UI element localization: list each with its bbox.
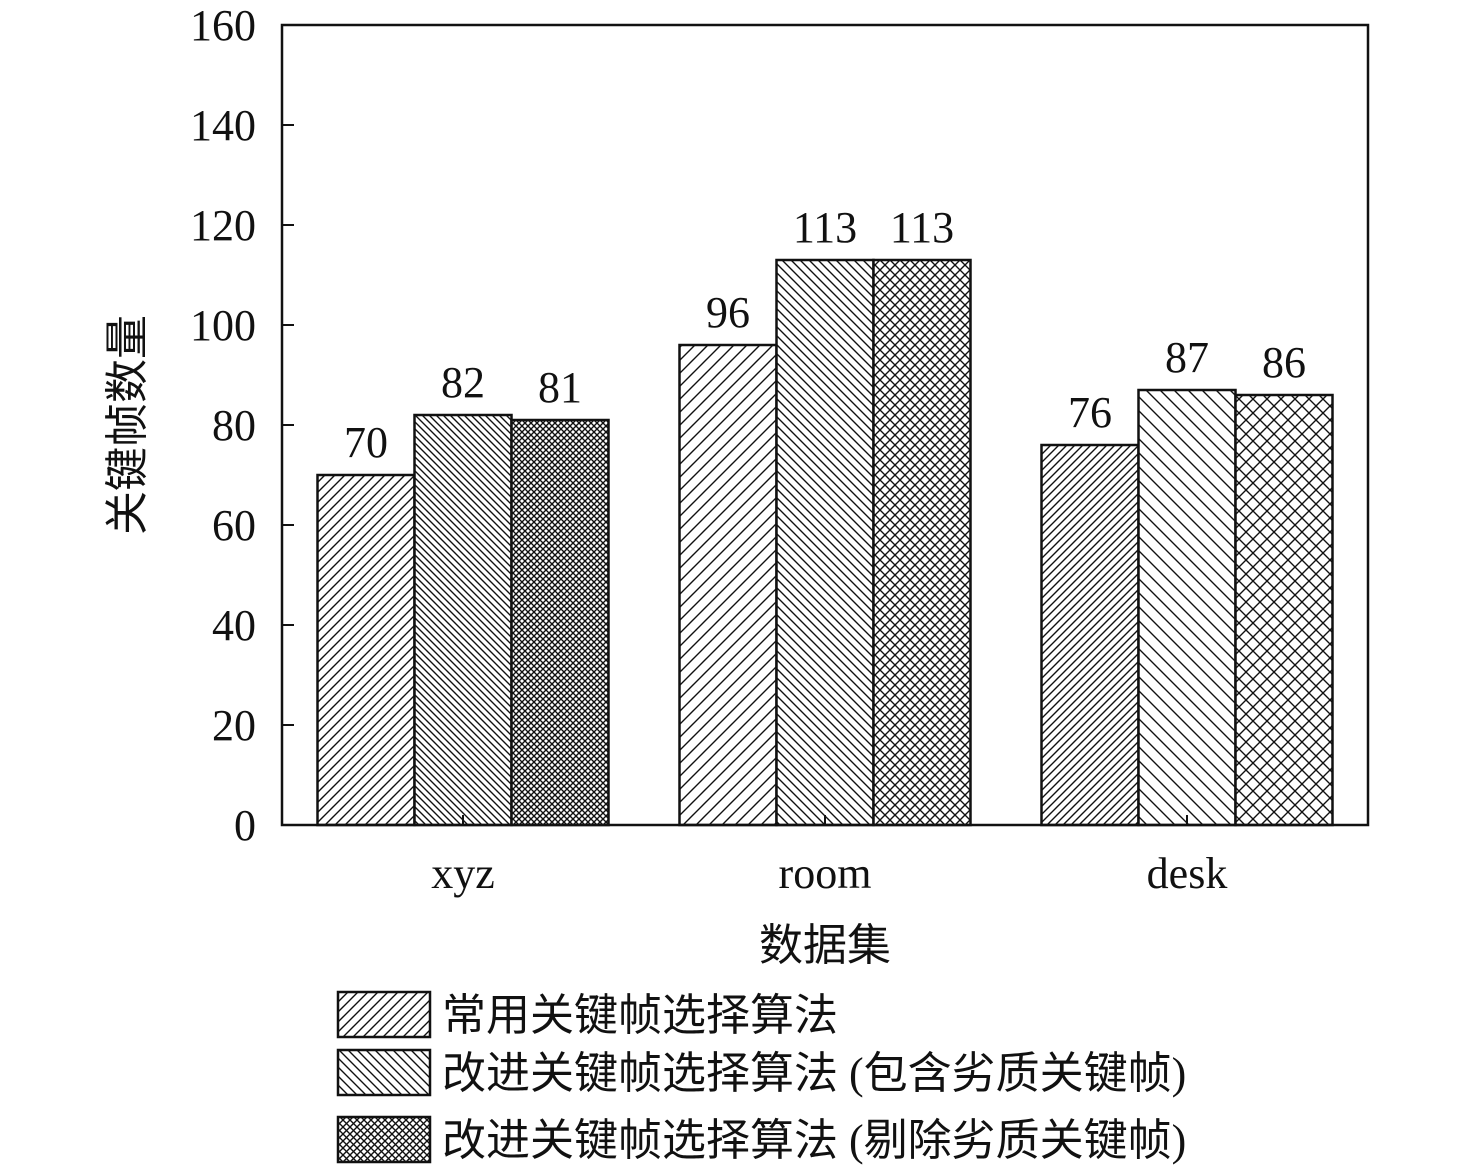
data-label: 70 <box>344 418 388 467</box>
bar <box>678 343 778 827</box>
data-label: 96 <box>706 288 750 337</box>
data-label: 82 <box>441 358 485 407</box>
data-label: 113 <box>793 203 857 252</box>
y-tick-label: 40 <box>212 601 256 650</box>
legend-swatch <box>336 1048 432 1097</box>
y-tick-label: 0 <box>234 801 256 850</box>
x-tick-label: desk <box>1147 849 1228 898</box>
bar <box>316 473 416 827</box>
x-axis-label: 数据集 <box>759 921 891 970</box>
data-label: 81 <box>538 363 582 412</box>
y-tick-label: 120 <box>190 201 256 250</box>
data-label: 113 <box>890 203 954 252</box>
data-label: 76 <box>1068 388 1112 437</box>
legend-label: 改进关键帧选择算法 (剔除劣质关键帧) <box>442 1116 1186 1165</box>
bar <box>413 413 513 827</box>
x-tick-label: xyz <box>431 849 495 898</box>
x-tick-label: room <box>779 849 872 898</box>
data-label: 86 <box>1262 338 1306 387</box>
bar <box>510 418 610 827</box>
bar <box>1137 388 1237 827</box>
y-tick-label: 160 <box>190 1 256 50</box>
legend-swatch <box>336 1115 432 1164</box>
bar <box>1040 443 1140 827</box>
y-tick-label: 140 <box>190 101 256 150</box>
bar <box>1234 393 1334 827</box>
y-tick-label: 60 <box>212 501 256 550</box>
bar <box>775 258 875 827</box>
bar <box>872 258 972 827</box>
y-tick-label: 80 <box>212 401 256 450</box>
y-tick-label: 20 <box>212 701 256 750</box>
data-label: 87 <box>1165 333 1209 382</box>
legend-swatch <box>336 990 432 1039</box>
y-axis-label: 关键帧数量 <box>103 315 152 535</box>
legend-label: 改进关键帧选择算法 (包含劣质关键帧) <box>442 1049 1186 1098</box>
legend-label: 常用关键帧选择算法 <box>442 991 838 1040</box>
y-tick-label: 100 <box>190 301 256 350</box>
